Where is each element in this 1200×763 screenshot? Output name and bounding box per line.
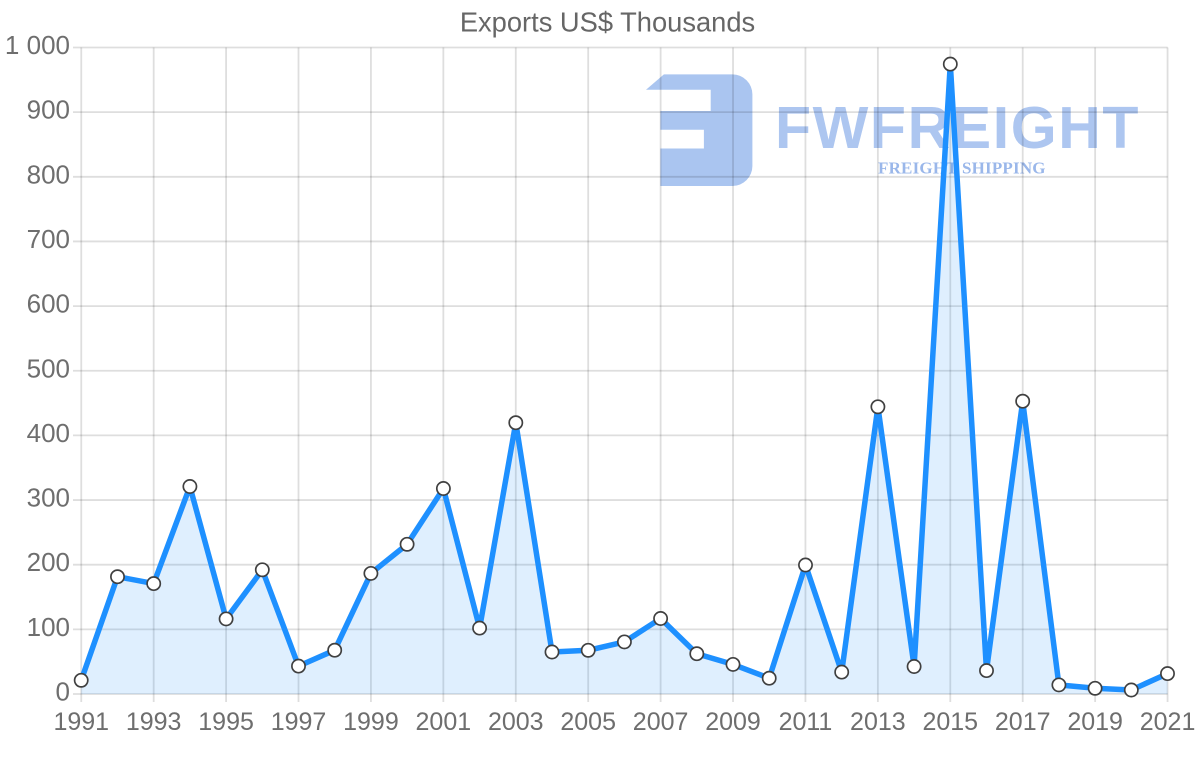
svg-text:2019: 2019 — [1067, 708, 1123, 736]
svg-text:FREIGHT SHIPPING: FREIGHT SHIPPING — [878, 158, 1046, 177]
svg-text:600: 600 — [27, 289, 70, 319]
svg-text:100: 100 — [27, 612, 70, 642]
svg-text:2009: 2009 — [705, 708, 761, 736]
svg-text:1991: 1991 — [53, 708, 109, 736]
svg-text:Exports US$ Thousands: Exports US$ Thousands — [460, 7, 755, 38]
svg-text:1999: 1999 — [343, 708, 399, 736]
svg-text:0: 0 — [56, 677, 70, 707]
svg-text:1993: 1993 — [126, 708, 182, 736]
svg-text:2021: 2021 — [1140, 708, 1196, 736]
svg-text:400: 400 — [27, 418, 70, 448]
svg-text:300: 300 — [27, 483, 70, 513]
svg-text:500: 500 — [27, 353, 70, 383]
svg-text:800: 800 — [27, 159, 70, 189]
svg-text:2013: 2013 — [850, 708, 906, 736]
svg-text:2001: 2001 — [416, 708, 472, 736]
svg-text:2005: 2005 — [560, 708, 616, 736]
svg-text:2017: 2017 — [995, 708, 1051, 736]
svg-text:2015: 2015 — [922, 708, 978, 736]
svg-text:2003: 2003 — [488, 708, 544, 736]
svg-text:2007: 2007 — [633, 708, 689, 736]
svg-text:1 000: 1 000 — [5, 30, 70, 60]
svg-text:1997: 1997 — [271, 708, 327, 736]
svg-text:1995: 1995 — [198, 708, 254, 736]
svg-text:700: 700 — [27, 224, 70, 254]
svg-text:900: 900 — [27, 95, 70, 125]
svg-text:200: 200 — [27, 547, 70, 577]
svg-text:2011: 2011 — [779, 708, 833, 736]
